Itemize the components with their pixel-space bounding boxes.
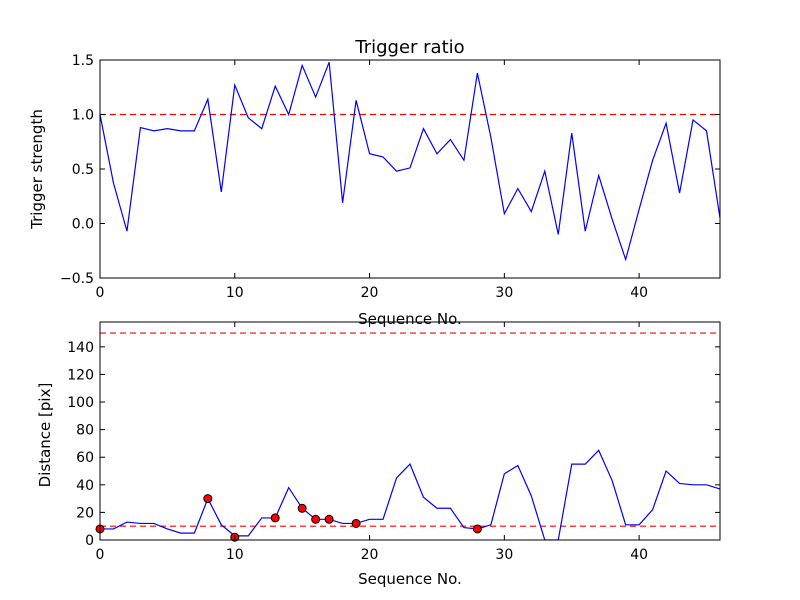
y-tick-label: 80 (76, 423, 94, 439)
data-point-marker (297, 503, 307, 513)
y-tick-label: −0.5 (60, 271, 94, 287)
y-tick-label: 0.0 (72, 217, 94, 233)
chart-title: Trigger ratio (354, 37, 464, 58)
y-tick-label: 1.0 (72, 108, 94, 124)
y-tick-label: 100 (67, 395, 94, 411)
y-tick-label: 1.5 (72, 53, 94, 69)
distance-panel: Distance [pix] Sequence No. 0 10 20 30 40 0 20… (36, 321, 721, 588)
x-tick-label: 40 (630, 285, 648, 301)
x-tick-label: 30 (495, 547, 513, 563)
x-tick-label: 0 (96, 285, 105, 301)
x-tick-label: 20 (361, 285, 379, 301)
data-point-marker (351, 518, 361, 528)
y-tick-label: 40 (76, 478, 94, 494)
x-tick-label: 20 (361, 547, 379, 563)
y-axis-label: Distance [pix] (36, 383, 54, 488)
x-axis-label: Sequence No. (358, 310, 462, 328)
plot-frame (99, 321, 721, 541)
data-point-marker (324, 514, 334, 524)
x-tick-label: 40 (630, 547, 648, 563)
plot-frame (99, 59, 721, 279)
y-tick-label: 120 (67, 367, 94, 383)
y-axis-label: Trigger strength (28, 109, 46, 230)
series-line (100, 449, 720, 540)
x-tick-label: 10 (226, 285, 244, 301)
y-tick-label: 60 (76, 450, 94, 466)
x-tick-label: 30 (495, 285, 513, 301)
x-tick-label: 0 (96, 547, 105, 563)
series-line (100, 61, 720, 262)
data-point-marker (311, 514, 321, 524)
data-point-marker (270, 513, 280, 523)
x-axis-label: Sequence No. (358, 570, 462, 588)
x-tick-label: 10 (226, 547, 244, 563)
y-tick-label: 0 (85, 533, 94, 549)
y-tick-label: 140 (67, 340, 94, 356)
y-tick-label: 20 (76, 505, 94, 521)
data-point-marker (203, 494, 213, 504)
trigger-ratio-panel: Trigger ratio Trigger strength Sequence … (28, 37, 721, 328)
data-point-marker (472, 524, 482, 534)
y-tick-label: 0.5 (72, 162, 94, 178)
